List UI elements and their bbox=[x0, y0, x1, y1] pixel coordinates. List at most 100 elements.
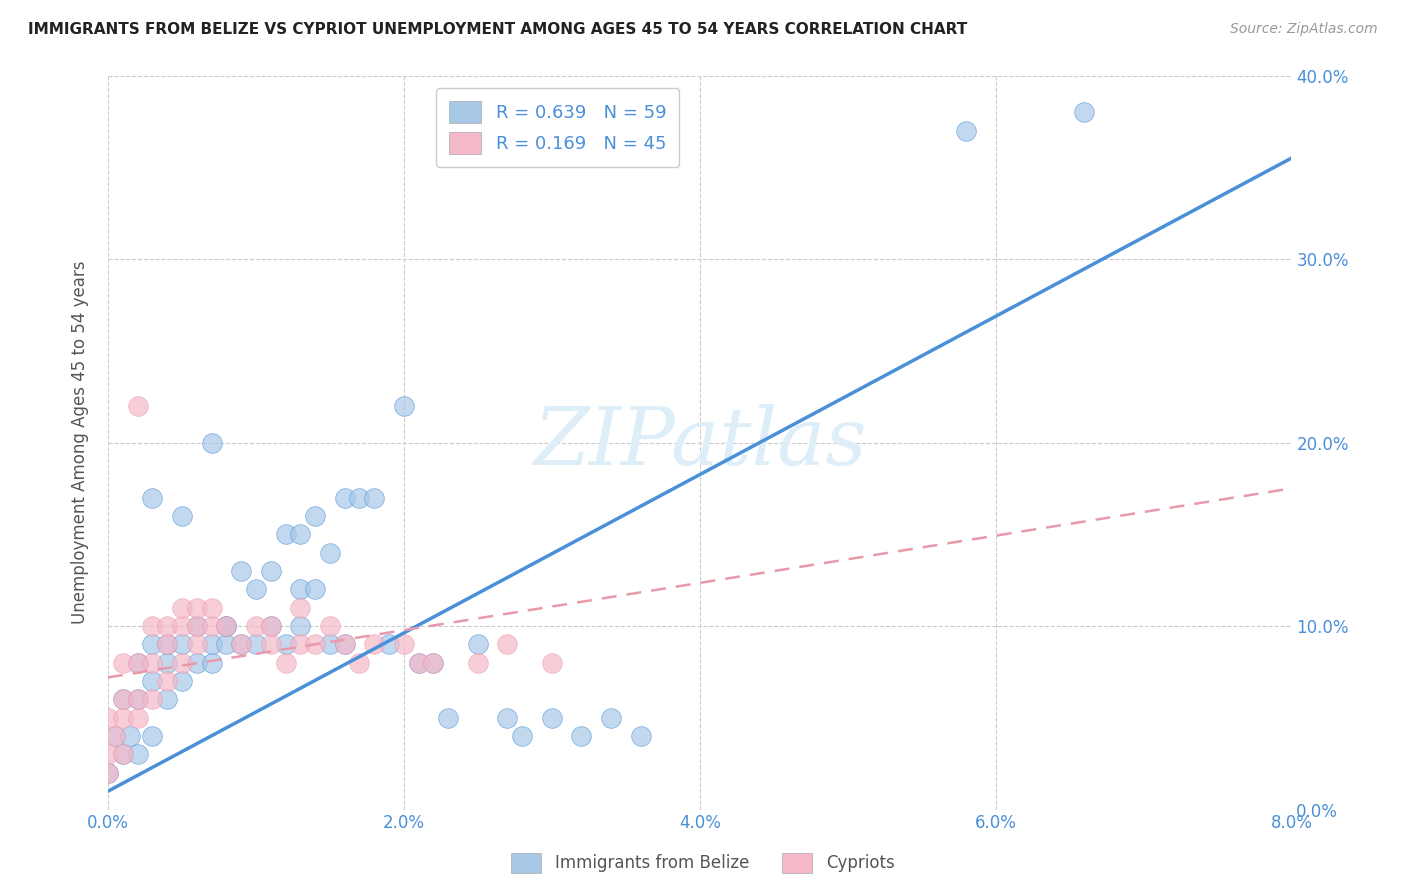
Point bbox=[290, 527, 312, 541]
Point bbox=[467, 656, 489, 670]
Point bbox=[104, 729, 127, 743]
Point bbox=[111, 692, 134, 706]
Point bbox=[437, 711, 460, 725]
Point bbox=[304, 637, 326, 651]
Point bbox=[422, 656, 444, 670]
Point bbox=[274, 527, 297, 541]
Point bbox=[141, 619, 163, 633]
Point bbox=[467, 637, 489, 651]
Point bbox=[141, 491, 163, 505]
Point bbox=[111, 747, 134, 762]
Point bbox=[496, 711, 519, 725]
Point bbox=[630, 729, 652, 743]
Point bbox=[170, 600, 193, 615]
Text: ZIPatlas: ZIPatlas bbox=[533, 404, 866, 482]
Point bbox=[170, 619, 193, 633]
Point bbox=[127, 656, 149, 670]
Point bbox=[569, 729, 592, 743]
Point bbox=[104, 729, 127, 743]
Point bbox=[245, 619, 267, 633]
Point bbox=[141, 637, 163, 651]
Point bbox=[540, 656, 562, 670]
Point bbox=[600, 711, 623, 725]
Point bbox=[304, 508, 326, 523]
Point bbox=[304, 582, 326, 597]
Point bbox=[186, 619, 208, 633]
Point bbox=[333, 491, 356, 505]
Point bbox=[127, 692, 149, 706]
Point bbox=[955, 123, 977, 137]
Point bbox=[156, 656, 179, 670]
Point bbox=[215, 619, 238, 633]
Point bbox=[127, 656, 149, 670]
Point bbox=[231, 637, 253, 651]
Point bbox=[111, 747, 134, 762]
Point bbox=[245, 582, 267, 597]
Point bbox=[510, 729, 533, 743]
Point bbox=[200, 435, 222, 450]
Point bbox=[333, 637, 356, 651]
Y-axis label: Unemployment Among Ages 45 to 54 years: Unemployment Among Ages 45 to 54 years bbox=[72, 260, 89, 624]
Point bbox=[97, 765, 120, 780]
Point bbox=[200, 619, 222, 633]
Point bbox=[349, 491, 371, 505]
Point bbox=[319, 637, 342, 651]
Text: IMMIGRANTS FROM BELIZE VS CYPRIOT UNEMPLOYMENT AMONG AGES 45 TO 54 YEARS CORRELA: IMMIGRANTS FROM BELIZE VS CYPRIOT UNEMPL… bbox=[28, 22, 967, 37]
Point bbox=[170, 508, 193, 523]
Point bbox=[215, 619, 238, 633]
Point bbox=[422, 656, 444, 670]
Point bbox=[200, 637, 222, 651]
Point bbox=[186, 637, 208, 651]
Point bbox=[231, 564, 253, 578]
Point bbox=[156, 692, 179, 706]
Point bbox=[111, 692, 134, 706]
Point bbox=[111, 711, 134, 725]
Point bbox=[260, 619, 283, 633]
Point bbox=[186, 619, 208, 633]
Point bbox=[97, 711, 120, 725]
Point bbox=[349, 656, 371, 670]
Point bbox=[392, 399, 415, 413]
Point bbox=[392, 637, 415, 651]
Legend: R = 0.639   N = 59, R = 0.169   N = 45: R = 0.639 N = 59, R = 0.169 N = 45 bbox=[436, 88, 679, 167]
Point bbox=[245, 637, 267, 651]
Point bbox=[200, 600, 222, 615]
Point bbox=[170, 637, 193, 651]
Point bbox=[156, 637, 179, 651]
Point bbox=[120, 729, 142, 743]
Point bbox=[127, 711, 149, 725]
Point bbox=[408, 656, 430, 670]
Point bbox=[170, 674, 193, 689]
Point bbox=[1073, 105, 1095, 120]
Point bbox=[290, 582, 312, 597]
Point bbox=[319, 619, 342, 633]
Point bbox=[141, 674, 163, 689]
Point bbox=[363, 491, 385, 505]
Point bbox=[127, 692, 149, 706]
Point bbox=[290, 600, 312, 615]
Point bbox=[290, 619, 312, 633]
Point bbox=[319, 546, 342, 560]
Text: Source: ZipAtlas.com: Source: ZipAtlas.com bbox=[1230, 22, 1378, 37]
Point bbox=[215, 637, 238, 651]
Point bbox=[496, 637, 519, 651]
Point bbox=[127, 399, 149, 413]
Point bbox=[186, 656, 208, 670]
Point bbox=[274, 656, 297, 670]
Point bbox=[274, 637, 297, 651]
Point bbox=[111, 656, 134, 670]
Point bbox=[156, 619, 179, 633]
Point bbox=[378, 637, 401, 651]
Point bbox=[408, 656, 430, 670]
Point bbox=[97, 765, 120, 780]
Point bbox=[363, 637, 385, 651]
Point bbox=[97, 747, 120, 762]
Point bbox=[156, 674, 179, 689]
Point bbox=[141, 729, 163, 743]
Point bbox=[200, 656, 222, 670]
Point bbox=[127, 747, 149, 762]
Point bbox=[215, 619, 238, 633]
Point bbox=[170, 656, 193, 670]
Point bbox=[186, 600, 208, 615]
Point bbox=[260, 619, 283, 633]
